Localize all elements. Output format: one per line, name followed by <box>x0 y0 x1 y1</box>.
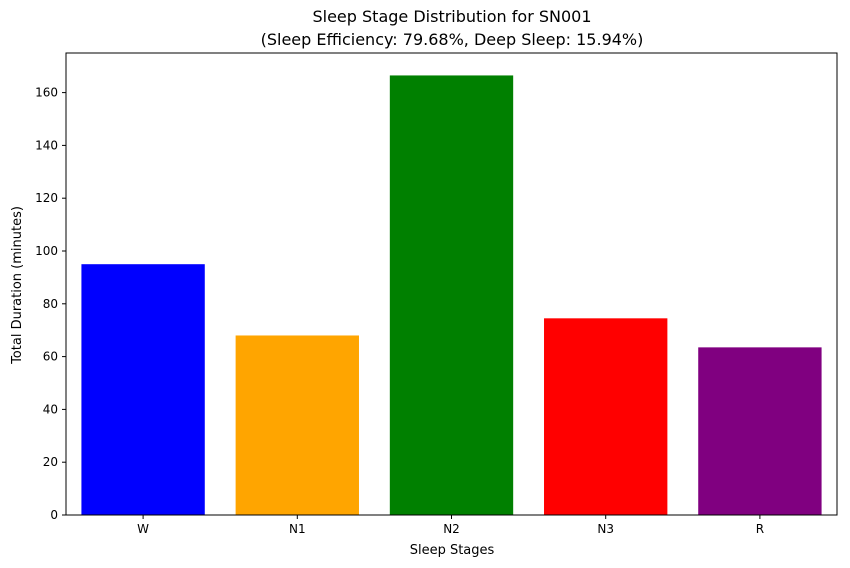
bar-w <box>81 264 205 515</box>
y-tick-label: 160 <box>35 86 58 100</box>
y-tick-label: 140 <box>35 138 58 152</box>
x-tick-label: N1 <box>289 522 306 536</box>
y-tick-label: 20 <box>43 455 58 469</box>
x-axis-label: Sleep Stages <box>410 543 495 558</box>
y-axis: 0 20 40 60 80 100 120 140 160 <box>35 86 66 522</box>
x-tick-label: N3 <box>597 522 614 536</box>
y-tick-label: 100 <box>35 244 58 258</box>
y-tick-label: 80 <box>43 297 58 311</box>
y-tick-label: 60 <box>43 350 58 364</box>
bar-n3 <box>544 318 668 515</box>
y-tick-label: 120 <box>35 191 58 205</box>
bar-r <box>698 347 822 515</box>
chart-subtitle: (Sleep Efficiency: 79.68%, Deep Sleep: 1… <box>261 30 644 49</box>
plot-frame <box>65 52 838 516</box>
x-axis: W N1 N2 N3 R <box>137 515 764 536</box>
y-axis-label: Total Duration (minutes) <box>10 206 25 365</box>
bar-n2 <box>389 75 514 515</box>
chart-title: Sleep Stage Distribution for SN001 <box>312 7 591 26</box>
x-tick-label: W <box>137 522 149 536</box>
y-tick-label: 40 <box>43 402 58 416</box>
x-tick-label: R <box>756 522 764 536</box>
y-tick-label: 0 <box>50 508 58 522</box>
bars-group <box>81 75 822 515</box>
bar-n1 <box>235 335 359 515</box>
x-tick-label: N2 <box>443 522 460 536</box>
